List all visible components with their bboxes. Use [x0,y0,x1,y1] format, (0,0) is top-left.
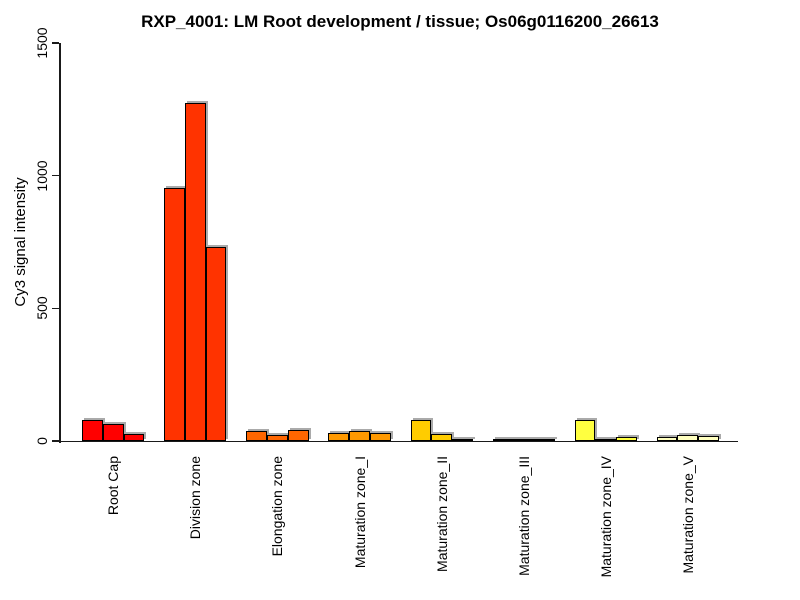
bar-5-2 [431,434,452,441]
bar-3-1 [246,430,268,441]
bar-3-2 [267,434,288,441]
bar-4-2 [349,430,370,441]
bar-8-3 [698,436,719,441]
x-category-label: Division zone [187,456,204,540]
bar-7-3 [616,437,637,441]
bar-1-3 [123,433,145,441]
bar-8-1 [656,437,678,441]
y-tick-label: 1500 [34,27,50,59]
x-category-label: Maturation zone_III [515,456,532,576]
y-tick-label: 500 [34,296,50,321]
x-axis [59,440,738,442]
bar-6-1 [492,439,514,441]
bar-5-3 [451,438,473,441]
bar-4-3 [369,432,391,441]
bar-2-3 [205,247,227,441]
bar-5-1 [410,420,432,441]
bar-4-1 [328,433,350,441]
bar-7-1 [574,420,596,441]
x-category-label: Maturation zone_II [433,456,450,572]
x-category-label: Maturation zone_IV [597,456,614,578]
chart-title: RXP_4001: LM Root development / tissue; … [141,12,659,31]
bar-6-2 [513,439,534,441]
bar-7-2 [595,439,617,441]
y-tick-label: 0 [34,437,50,445]
y-tick [52,307,59,310]
x-category-label: Maturation zone_V [679,456,696,574]
y-tick [52,440,59,442]
x-category-label: Root Cap [105,456,122,516]
bar-3-3 [287,430,309,441]
x-category-label: Elongation zone [269,456,286,557]
bar-6-3 [534,439,555,441]
y-axis [59,43,61,443]
x-category-label: Maturation zone_I [351,456,368,569]
bar-1-2 [103,423,124,441]
y-tick-label: 1000 [34,160,50,192]
bar-2-2 [185,103,206,441]
bar-8-2 [677,434,699,441]
y-axis-label: Cy3 signal intensity [12,177,29,307]
y-tick [52,42,59,44]
bar-2-1 [164,187,186,441]
y-tick [52,174,59,177]
bar-1-1 [82,419,103,441]
